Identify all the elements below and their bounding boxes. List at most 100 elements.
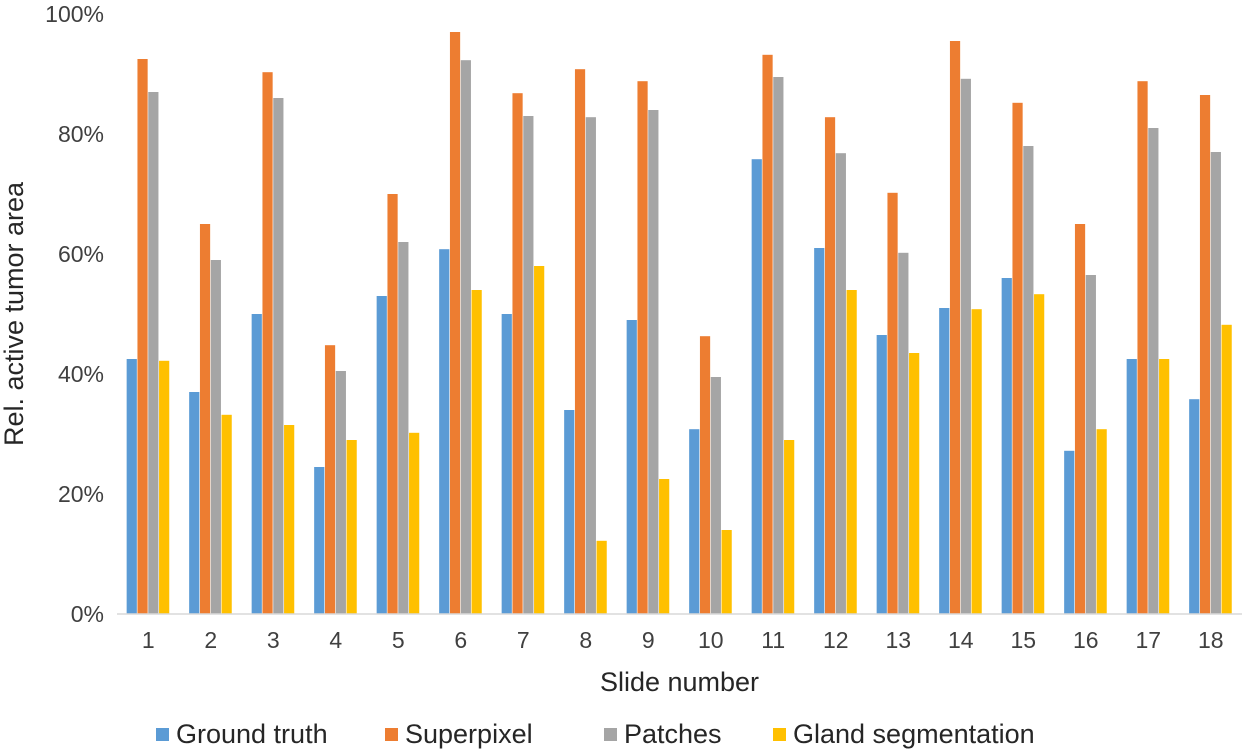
legend-swatch-patches	[604, 728, 617, 741]
y-tick-label: 40%	[58, 361, 104, 387]
bar-superpixel-slide-11	[762, 54, 773, 615]
x-tick-label: 3	[267, 627, 280, 653]
x-tick-label: 11	[761, 627, 785, 653]
bar-gland-segmentation-slide-7	[534, 266, 545, 614]
bar-patches-slide-7	[523, 116, 534, 614]
bar-ground-truth-slide-17	[1126, 359, 1137, 614]
legend-swatch-ground-truth	[156, 728, 169, 741]
bar-superpixel-slide-8	[574, 69, 586, 614]
bar-ground-truth-slide-16	[1064, 450, 1075, 614]
y-tick-label: 60%	[58, 241, 104, 267]
y-axis-title: Rel. active tumor area	[0, 181, 29, 446]
bar-superpixel-slide-2	[199, 224, 211, 614]
bar-gland-segmentation-slide-11	[784, 440, 795, 614]
x-tick-label: 7	[517, 627, 530, 653]
x-tick-label: 14	[948, 627, 974, 653]
bar-gland-segmentation-slide-9	[659, 479, 670, 614]
bars	[126, 32, 1232, 615]
bar-ground-truth-slide-1	[126, 359, 137, 614]
y-tick-label: 100%	[45, 1, 104, 27]
bar-superpixel-slide-7	[512, 93, 523, 614]
bar-superpixel-slide-18	[1199, 95, 1211, 614]
bar-patches-slide-8	[585, 117, 596, 614]
bar-gland-segmentation-slide-1	[159, 360, 170, 614]
bar-ground-truth-slide-2	[189, 392, 200, 614]
x-tick-label: 2	[204, 627, 217, 653]
bar-ground-truth-slide-7	[501, 314, 512, 614]
y-tick-label: 0%	[71, 601, 104, 627]
legend: Ground truth Superpixel Patches Gland segme…	[156, 719, 1035, 749]
bar-gland-segmentation-slide-13	[909, 353, 920, 614]
x-axis-ticks: 1 2 3 4 5 6 7 8 9 10 11 12 13 14 15 16 17 18	[142, 627, 1224, 653]
bar-gland-segmentation-slide-5	[409, 432, 420, 614]
legend-swatch-gland-segmentation	[773, 728, 786, 741]
bar-patches-slide-6	[460, 60, 471, 614]
legend-swatch-superpixel	[385, 728, 398, 741]
bar-gland-segmentation-slide-10	[721, 530, 732, 614]
bar-superpixel-slide-1	[137, 59, 148, 614]
legend-label-ground-truth: Ground truth	[176, 719, 328, 749]
x-tick-label: 9	[642, 627, 655, 653]
bar-gland-segmentation-slide-15	[1034, 294, 1045, 614]
bar-superpixel-slide-4	[324, 345, 336, 614]
bar-patches-slide-1	[148, 92, 159, 614]
bar-patches-slide-13	[898, 252, 909, 615]
bar-ground-truth-slide-13	[876, 335, 887, 614]
bar-superpixel-slide-5	[387, 194, 398, 614]
bar-ground-truth-slide-12	[814, 248, 825, 614]
bar-ground-truth-slide-5	[376, 296, 387, 614]
bar-gland-segmentation-slide-16	[1096, 429, 1107, 614]
x-tick-label: 8	[579, 627, 592, 653]
x-tick-label: 5	[392, 627, 405, 653]
bar-gland-segmentation-slide-3	[284, 425, 295, 614]
bar-gland-segmentation-slide-17	[1159, 359, 1170, 614]
bar-ground-truth-slide-10	[689, 429, 700, 614]
bar-patches-slide-17	[1148, 128, 1159, 614]
bar-patches-slide-2	[210, 260, 221, 614]
bar-ground-truth-slide-8	[564, 410, 575, 614]
bar-superpixel-slide-10	[699, 336, 711, 614]
legend-label-gland-segmentation: Gland segmentation	[793, 719, 1035, 749]
legend-label-superpixel: Superpixel	[405, 719, 533, 749]
x-tick-label: 16	[1073, 627, 1099, 653]
bar-superpixel-slide-6	[449, 32, 461, 614]
bar-patches-slide-15	[1023, 146, 1034, 614]
bar-ground-truth-slide-9	[626, 320, 637, 614]
bar-ground-truth-slide-11	[751, 159, 762, 614]
bar-patches-slide-16	[1085, 275, 1096, 614]
x-tick-label: 17	[1135, 627, 1161, 653]
bar-ground-truth-slide-6	[439, 249, 450, 614]
x-tick-label: 1	[142, 627, 155, 653]
bar-superpixel-slide-16	[1074, 224, 1086, 614]
bar-patches-slide-12	[835, 153, 846, 614]
bar-superpixel-slide-17	[1137, 81, 1148, 614]
bar-patches-slide-11	[773, 77, 784, 614]
bar-superpixel-slide-13	[887, 192, 898, 615]
y-axis-ticks: 0% 20% 40% 60% 80% 100%	[45, 1, 104, 627]
bar-patches-slide-4	[335, 371, 346, 614]
bar-patches-slide-9	[648, 110, 659, 614]
bar-gland-segmentation-slide-8	[596, 540, 607, 614]
bar-gland-segmentation-slide-12	[846, 290, 857, 614]
bar-patches-slide-18	[1210, 152, 1221, 614]
bar-ground-truth-slide-4	[314, 467, 325, 614]
bar-ground-truth-slide-18	[1189, 399, 1200, 614]
bar-patches-slide-14	[960, 78, 971, 615]
bar-gland-segmentation-slide-18	[1221, 324, 1232, 614]
legend-label-patches: Patches	[624, 719, 722, 749]
bar-ground-truth-slide-15	[1001, 278, 1012, 614]
bar-gland-segmentation-slide-2	[221, 414, 232, 614]
bar-patches-slide-10	[710, 377, 721, 614]
x-tick-label: 15	[1010, 627, 1036, 653]
bar-gland-segmentation-slide-14	[971, 309, 982, 614]
bar-patches-slide-3	[273, 98, 284, 614]
x-tick-label: 6	[454, 627, 467, 653]
x-tick-label: 18	[1198, 627, 1224, 653]
bar-ground-truth-slide-3	[251, 314, 262, 614]
y-tick-label: 20%	[58, 481, 104, 507]
bar-superpixel-slide-14	[949, 41, 961, 614]
y-tick-label: 80%	[58, 121, 104, 147]
bar-superpixel-slide-15	[1012, 102, 1023, 615]
bar-ground-truth-slide-14	[939, 308, 950, 614]
